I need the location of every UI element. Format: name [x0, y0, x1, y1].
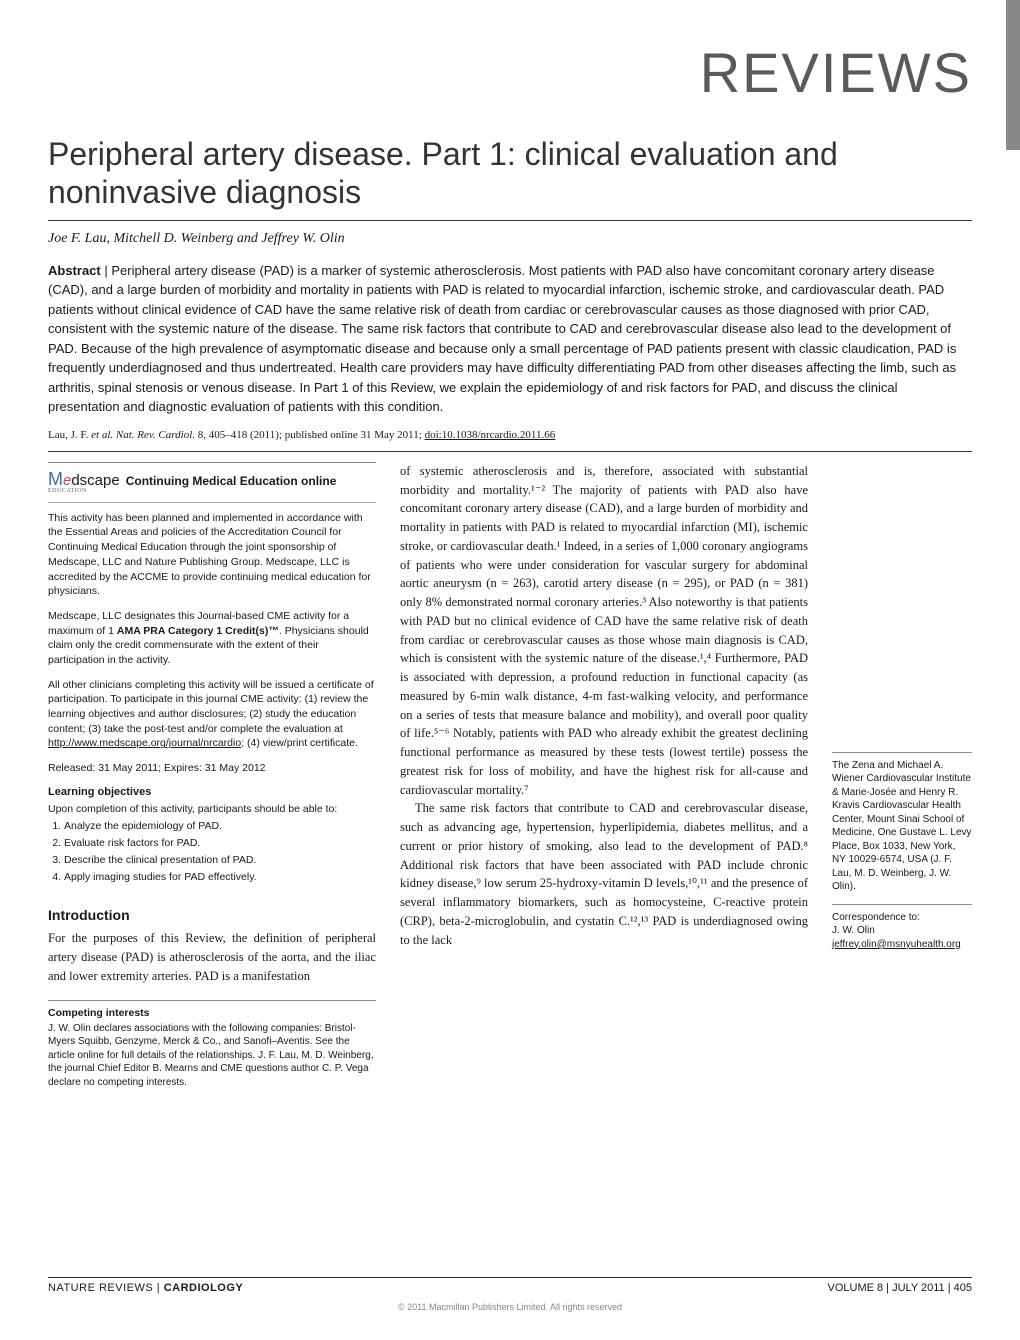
- cme-p3-post: ; (4) view/print certificate.: [241, 737, 358, 749]
- abstract-text: | Peripheral artery disease (PAD) is a m…: [48, 263, 956, 415]
- lo-item: Evaluate risk factors for PAD.: [64, 836, 376, 852]
- intro-text: For the purposes of this Review, the def…: [48, 929, 376, 985]
- side-tab: [1006, 0, 1020, 150]
- abstract-label: Abstract: [48, 263, 101, 278]
- footer-left-pre: NATURE REVIEWS: [48, 1282, 153, 1294]
- footer-left: NATURE REVIEWS | CARDIOLOGY: [48, 1282, 243, 1294]
- corr-name: J. W. Olin: [832, 924, 972, 938]
- footer-rule: [48, 1277, 972, 1278]
- lo-list: Analyze the epidemiology of PAD. Evaluat…: [48, 819, 376, 885]
- title-rule: [48, 220, 972, 221]
- cme-p2: Medscape, LLC designates this Journal-ba…: [48, 609, 376, 668]
- affiliation-block: The Zena and Michael A. Wiener Cardiovas…: [832, 752, 972, 894]
- copyright: © 2011 Macmillan Publishers Limited. All…: [48, 1302, 972, 1312]
- competing-heading: Competing interests: [48, 1007, 376, 1019]
- cme-p2-bold: AMA PRA Category 1 Credit(s)™: [117, 625, 279, 637]
- competing-block: Competing interests J. W. Olin declares …: [48, 1000, 376, 1090]
- authors: Joe F. Lau, Mitchell D. Weinberg and Jef…: [48, 231, 972, 247]
- cme-box: Medscape EDUCATION Continuing Medical Ed…: [48, 462, 376, 886]
- cme-released: Released: 31 May 2011; Expires: 31 May 2…: [48, 761, 376, 776]
- cme-p3: All other clinicians completing this act…: [48, 678, 376, 751]
- lo-item: Apply imaging studies for PAD effectivel…: [64, 870, 376, 886]
- footer-right: VOLUME 8 | JULY 2011 | 405: [827, 1282, 972, 1294]
- abstract-rule: [48, 451, 972, 452]
- citation-pre: Lau, J. F.: [48, 429, 91, 441]
- cme-link[interactable]: http://www.medscape.org/journal/nrcardio: [48, 737, 241, 749]
- corr-label: Correspondence to:: [832, 911, 972, 925]
- cme-rule: [48, 502, 376, 503]
- abstract: Abstract | Peripheral artery disease (PA…: [48, 261, 972, 417]
- cme-p1: This activity has been planned and imple…: [48, 511, 376, 599]
- intro-heading: Introduction: [48, 907, 376, 923]
- article-title: Peripheral artery disease. Part 1: clini…: [48, 135, 972, 212]
- corr-email[interactable]: jeffrey.olin@msnyuhealth.org: [832, 939, 961, 950]
- footer-left-bold: CARDIOLOGY: [164, 1282, 244, 1294]
- citation-post: 8, 405–418 (2011); published online 31 M…: [195, 429, 425, 441]
- doi-link[interactable]: doi:10.1038/nrcardio.2011.66: [425, 429, 556, 441]
- citation: Lau, J. F. et al. Nat. Rev. Cardiol. 8, …: [48, 429, 972, 441]
- citation-ital: et al. Nat. Rev. Cardiol.: [91, 429, 195, 441]
- lo-title: Learning objectives: [48, 786, 376, 798]
- medscape-logo: Medscape: [48, 469, 120, 490]
- lo-item: Analyze the epidemiology of PAD.: [64, 819, 376, 835]
- section-header: REVIEWS: [48, 40, 972, 105]
- lo-intro: Upon completion of this activity, partic…: [48, 802, 376, 817]
- correspondence-block: Correspondence to: J. W. Olin jeffrey.ol…: [832, 904, 972, 952]
- footer-right-text: VOLUME 8 | JULY 2011 | 405: [827, 1282, 972, 1294]
- lo-item: Describe the clinical presentation of PA…: [64, 853, 376, 869]
- body-p2: The same risk factors that contribute to…: [400, 799, 808, 949]
- competing-text: J. W. Olin declares associations with th…: [48, 1022, 376, 1090]
- body-p1: of systemic atherosclerosis and is, ther…: [400, 462, 808, 800]
- cme-p3-pre: All other clinicians completing this act…: [48, 679, 374, 735]
- footer: NATURE REVIEWS | CARDIOLOGY VOLUME 8 | J…: [48, 1277, 972, 1312]
- cme-title: Continuing Medical Education online: [126, 474, 337, 488]
